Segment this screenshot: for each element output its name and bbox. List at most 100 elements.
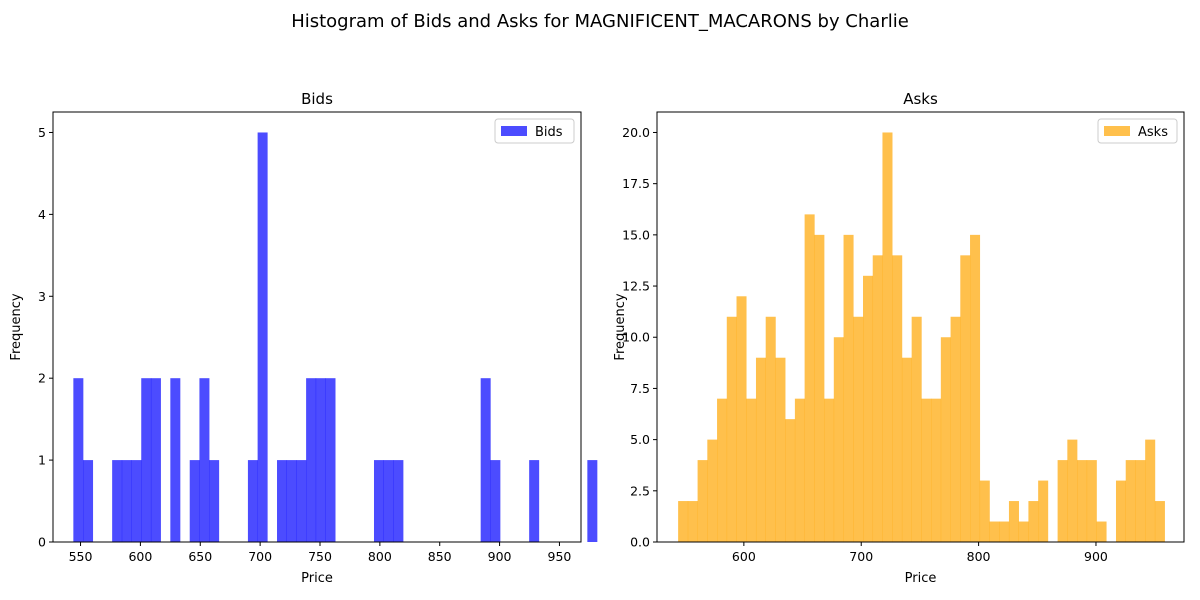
bids-legend: Bids — [495, 119, 574, 143]
asks-y-tick-label: 20.0 — [622, 125, 650, 140]
asks-bar — [775, 358, 785, 542]
bids-bar — [83, 460, 93, 542]
asks-y-tick-label: 7.5 — [630, 381, 650, 396]
asks-bar — [863, 276, 873, 542]
asks-bar — [989, 522, 999, 542]
bids-bar — [326, 378, 336, 542]
bids-bar — [258, 132, 268, 542]
asks-bar — [746, 399, 756, 542]
bids-y-tick-label: 1 — [38, 453, 46, 468]
bids-bar — [73, 378, 83, 542]
bids-x-tick-label: 700 — [248, 549, 272, 564]
bids-bar — [170, 378, 180, 542]
asks-bar — [873, 255, 883, 542]
bids-bar — [190, 460, 200, 542]
bids-bar — [374, 460, 384, 542]
bids-y-tick-label: 0 — [38, 535, 46, 550]
asks-bar — [1028, 501, 1038, 542]
asks-x-tick-label: 700 — [849, 549, 873, 564]
asks-bar — [1145, 440, 1155, 542]
asks-y-tick-label: 12.5 — [622, 279, 650, 294]
asks-bar — [1126, 460, 1136, 542]
bids-bar — [393, 460, 403, 542]
bids-x-tick-label: 550 — [69, 549, 93, 564]
bids-legend-label: Bids — [535, 125, 563, 140]
asks-bar — [1077, 460, 1087, 542]
asks-bar — [766, 317, 776, 542]
bids-bars — [73, 132, 597, 542]
asks-bar — [853, 317, 863, 542]
asks-bar — [921, 399, 931, 542]
asks-bar — [1155, 501, 1165, 542]
asks-bar — [1087, 460, 1097, 542]
asks-bar — [882, 132, 892, 542]
asks-bar — [707, 440, 717, 542]
asks-y-tick-label: 15.0 — [622, 227, 650, 242]
bids-bar — [306, 378, 316, 542]
bids-x-tick-label: 750 — [308, 549, 332, 564]
bids-bar — [199, 378, 209, 542]
asks-bar — [1019, 522, 1029, 542]
asks-legend-label: Asks — [1138, 125, 1168, 140]
asks-chart: Asks Price Frequency 600 700 800 900 0.0 2.5 5… — [613, 90, 1184, 586]
asks-bars — [678, 132, 1165, 542]
asks-bar — [844, 235, 854, 542]
asks-bar — [1038, 481, 1048, 542]
bids-x-tick-label: 600 — [128, 549, 152, 564]
bids-legend-swatch — [501, 126, 527, 136]
asks-bar — [698, 460, 708, 542]
asks-bar — [941, 337, 951, 542]
asks-bar — [960, 255, 970, 542]
bids-bar — [529, 460, 539, 542]
asks-y-tick-label: 17.5 — [622, 176, 650, 191]
asks-y-axis-label: Frequency — [613, 293, 628, 360]
bids-y-tick-label: 2 — [38, 371, 46, 386]
asks-bar — [824, 399, 834, 542]
bids-y-tick-label: 5 — [38, 125, 46, 140]
asks-bar — [814, 235, 824, 542]
asks-bar — [1135, 460, 1145, 542]
figure-title: Histogram of Bids and Asks for MAGNIFICE… — [291, 11, 909, 32]
asks-bar — [1067, 440, 1077, 542]
bids-bar — [151, 378, 161, 542]
asks-bar — [717, 399, 727, 542]
asks-y-tick-label: 10.0 — [622, 330, 650, 345]
bids-bar — [209, 460, 219, 542]
asks-bar — [1116, 481, 1126, 542]
asks-bar — [1058, 460, 1068, 542]
bids-x-axis-label: Price — [301, 571, 333, 586]
asks-bar — [688, 501, 698, 542]
asks-bar — [678, 501, 688, 542]
asks-bar — [970, 235, 980, 542]
bids-bar — [287, 460, 297, 542]
asks-bar — [834, 337, 844, 542]
asks-bar — [931, 399, 941, 542]
asks-y-tick-label: 5.0 — [630, 432, 650, 447]
asks-x-tick-label: 600 — [732, 549, 756, 564]
bids-chart-title: Bids — [301, 90, 333, 108]
asks-bar — [951, 317, 961, 542]
asks-bar — [756, 358, 766, 542]
bids-bar — [384, 460, 394, 542]
asks-chart-title: Asks — [903, 90, 938, 108]
bids-y-tick-label: 3 — [38, 289, 46, 304]
bids-bar — [141, 378, 151, 542]
bids-y-tick-label: 4 — [38, 207, 46, 222]
bids-bar — [481, 378, 491, 542]
asks-bar — [1009, 501, 1019, 542]
bids-bar — [248, 460, 258, 542]
asks-legend-swatch — [1104, 126, 1130, 136]
asks-bar — [727, 317, 737, 542]
asks-y-tick-label: 2.5 — [630, 483, 650, 498]
bids-bar — [490, 460, 500, 542]
asks-x-axis-label: Price — [905, 571, 937, 586]
asks-bar — [912, 317, 922, 542]
asks-y-tick-label: 0.0 — [630, 535, 650, 550]
asks-legend: Asks — [1098, 119, 1177, 143]
bids-bar — [296, 460, 306, 542]
asks-bar — [999, 522, 1009, 542]
asks-bar — [737, 296, 747, 542]
asks-bar — [902, 358, 912, 542]
bids-x-tick-label: 650 — [188, 549, 212, 564]
